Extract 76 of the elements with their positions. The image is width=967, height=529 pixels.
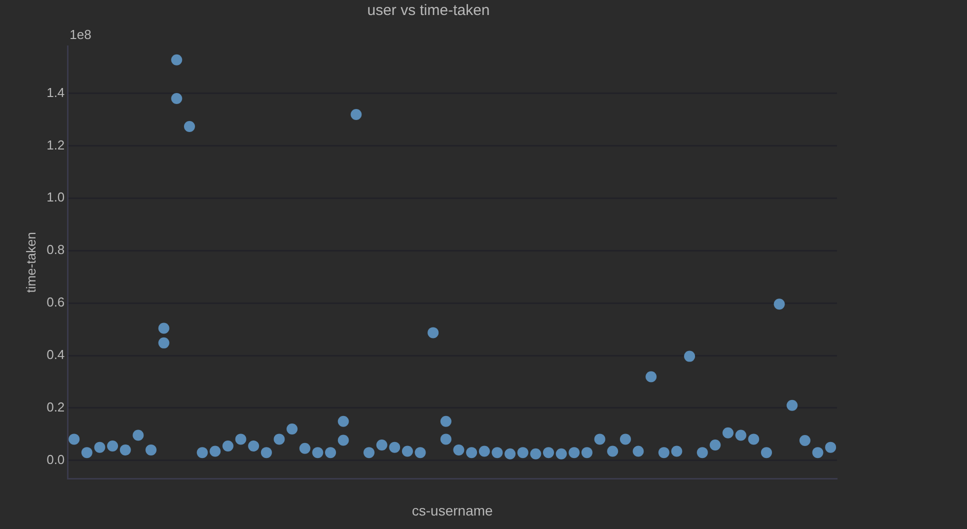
point [312, 447, 324, 458]
point [543, 447, 554, 458]
point [774, 298, 785, 310]
point [722, 427, 734, 438]
y-tick-label: 0.2 [46, 400, 65, 415]
point [274, 434, 285, 445]
point [440, 416, 452, 427]
point [812, 447, 824, 458]
point [710, 439, 721, 450]
point [260, 447, 272, 458]
point [171, 54, 182, 66]
point [735, 430, 746, 441]
point [556, 448, 567, 460]
point [402, 446, 413, 457]
point [248, 440, 260, 452]
point [338, 416, 349, 427]
point [504, 448, 516, 460]
point [338, 434, 349, 446]
point [684, 350, 696, 362]
point [68, 434, 80, 445]
y-tick-label: 0.6 [46, 294, 65, 310]
point [530, 448, 542, 460]
point [120, 444, 131, 456]
point [376, 439, 388, 450]
y-tick-label: 1.2 [46, 137, 65, 152]
point [350, 108, 362, 120]
point [286, 423, 298, 434]
point [81, 447, 92, 458]
chart-title: user vs time-taken [367, 2, 490, 20]
point [517, 447, 528, 458]
point [696, 447, 708, 458]
point [414, 447, 426, 458]
point [646, 371, 657, 382]
point [428, 327, 439, 338]
point [607, 446, 618, 457]
point [235, 434, 246, 445]
point [466, 447, 478, 458]
y-axis-title: time-taken [23, 232, 38, 293]
point [799, 435, 810, 446]
point [184, 121, 195, 132]
point [158, 337, 170, 348]
point [620, 434, 631, 445]
point [786, 400, 798, 411]
point [671, 446, 682, 457]
point [453, 444, 464, 456]
point [492, 447, 503, 458]
y-tick-label: 0.0 [46, 452, 65, 468]
point [594, 434, 606, 445]
point [196, 447, 208, 458]
point [748, 434, 760, 445]
point [825, 442, 836, 453]
point [581, 447, 592, 458]
point [171, 92, 182, 104]
y-tick-label: 1.0 [46, 190, 65, 205]
point [132, 430, 144, 441]
y-tick-label: 1.4 [46, 84, 65, 100]
point [94, 442, 106, 453]
point [363, 447, 374, 458]
point [210, 446, 221, 457]
point [107, 440, 118, 452]
y-tick-label: 0.4 [46, 347, 65, 362]
point [325, 447, 336, 458]
x-axis-title: cs-username [412, 502, 494, 518]
point [299, 442, 310, 454]
point [478, 446, 490, 457]
point [146, 444, 157, 456]
point [158, 322, 170, 334]
text: 1e8 [70, 27, 92, 42]
point [632, 446, 644, 457]
point [440, 434, 452, 445]
point [760, 447, 772, 458]
point [568, 447, 580, 458]
y-tick-label: 0.8 [46, 242, 65, 258]
point [658, 447, 670, 458]
point [222, 440, 234, 452]
point [389, 442, 400, 453]
